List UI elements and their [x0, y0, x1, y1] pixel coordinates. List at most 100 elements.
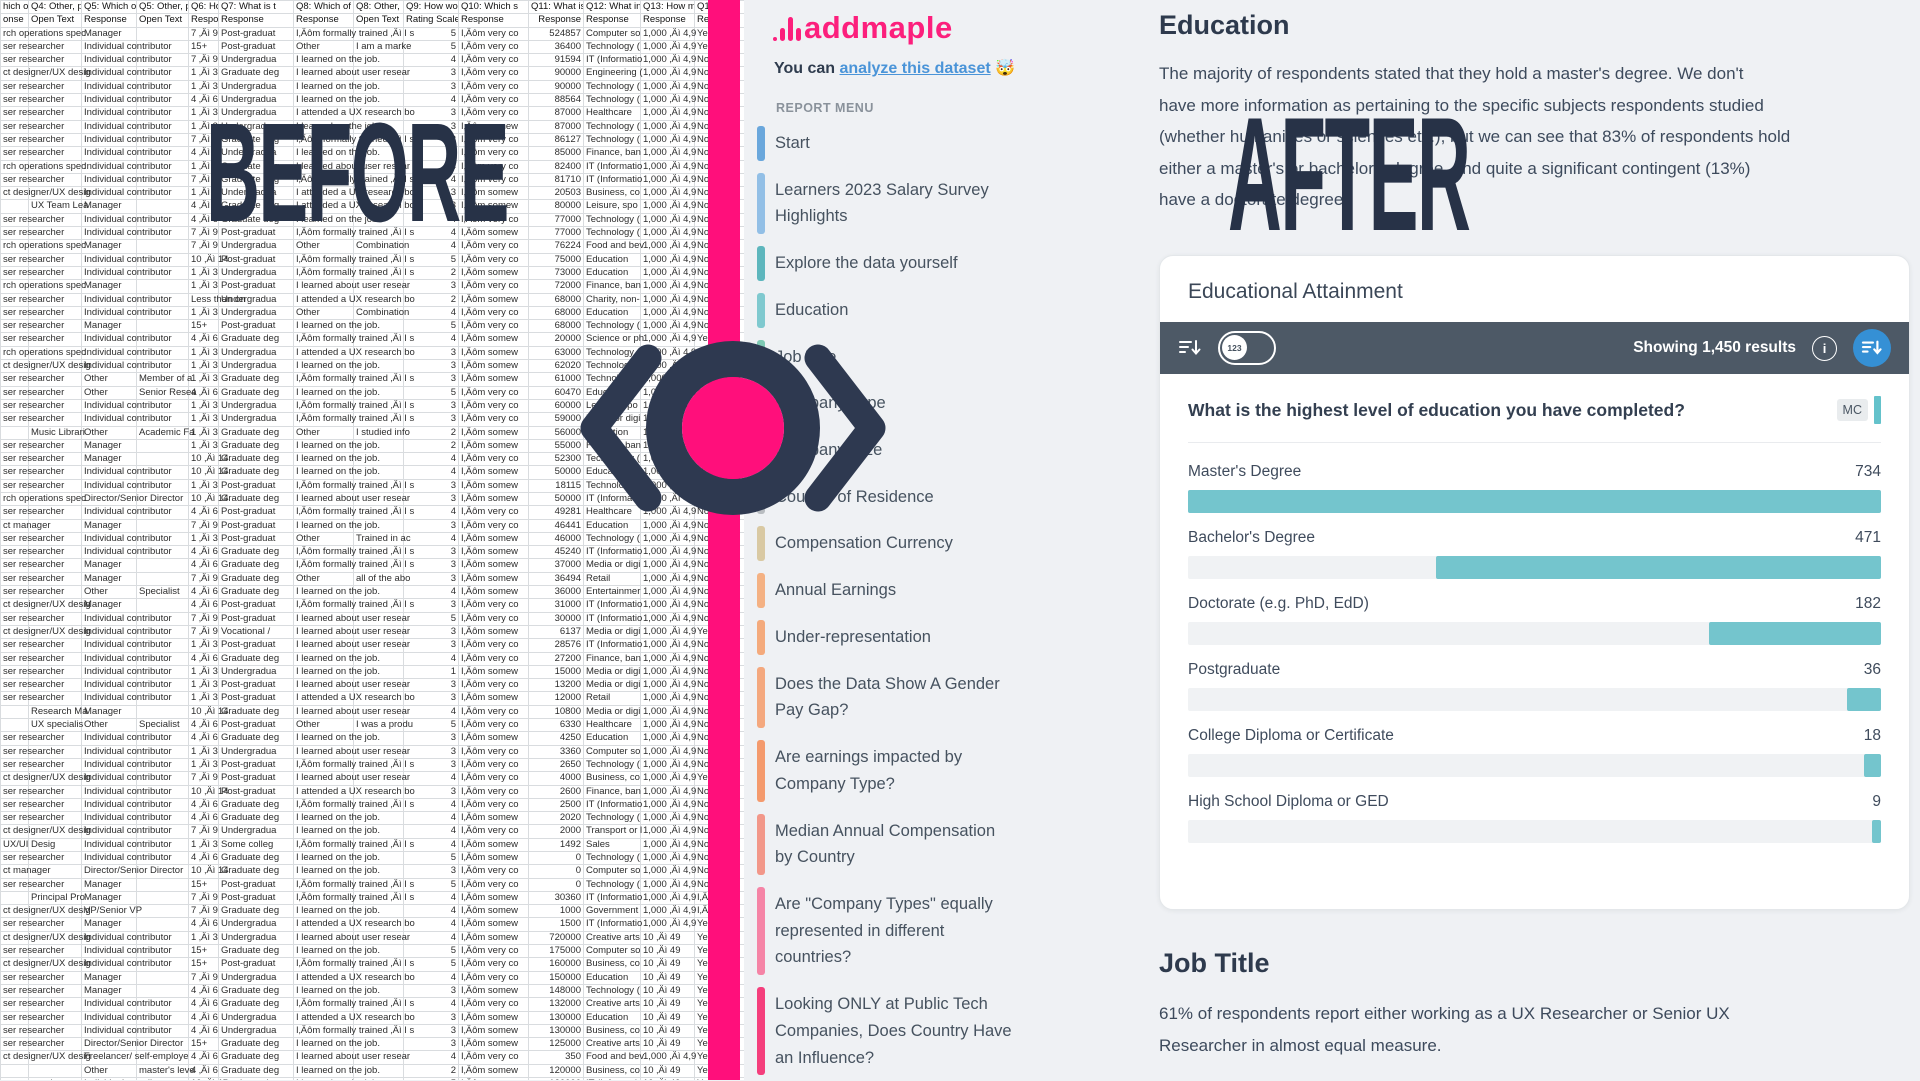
sheet-cell[interactable]: I‚Äôm formally trained ‚Äì I s: [293, 957, 414, 972]
sheet-cell[interactable]: 46000: [528, 531, 584, 547]
sheet-cell[interactable]: Manager: [81, 704, 137, 720]
sheet-cell[interactable]: 1 ‚Äì 3: [188, 438, 219, 454]
sheet-cell[interactable]: Individual contributor: [81, 172, 172, 188]
sheet-cell[interactable]: Undergradua: [218, 917, 294, 932]
sheet-cell[interactable]: ser researcher: [0, 1077, 64, 1080]
sheet-cell[interactable]: IT (Informatio: [583, 797, 642, 813]
sheet-cell[interactable]: Education: [583, 1010, 641, 1025]
sheet-cell[interactable]: 1,000 ‚Äì 4,9: [640, 106, 696, 121]
sheet-cell[interactable]: I‚Äôm formally trained ‚Äì I s: [293, 372, 414, 387]
sheet-cell[interactable]: Education: [583, 518, 641, 533]
sheet-cell[interactable]: Undergradua: [218, 186, 294, 201]
sheet-cell[interactable]: ser researcher: [0, 332, 64, 347]
sheet-cell[interactable]: 75000: [528, 252, 584, 267]
sheet-cell[interactable]: 160000: [528, 957, 584, 972]
sheet-cell[interactable]: [136, 877, 189, 892]
sheet-cell[interactable]: 4: [403, 1050, 459, 1065]
sheet-cell[interactable]: 1 ‚Äì 3: [188, 305, 219, 321]
sheet-cell[interactable]: Graduate deg: [218, 904, 294, 919]
sheet-cell[interactable]: I learned on the job.: [293, 212, 380, 228]
sheet-cell[interactable]: 15+: [188, 957, 219, 972]
sheet-cell[interactable]: I learned about user resear: [293, 624, 410, 640]
sheet-cell[interactable]: [136, 558, 189, 573]
sheet-cell[interactable]: 7 ‚Äì 9: [188, 904, 219, 919]
sheet-cell[interactable]: 1,000 ‚Äì 4,9: [640, 199, 696, 214]
sheet-cell[interactable]: 7 ‚Äì 9: [188, 611, 219, 626]
sheet-cell[interactable]: 2600: [528, 784, 584, 799]
sheet-cell[interactable]: Research Ma: [28, 704, 88, 720]
sheet-cell[interactable]: rch operations spec: [0, 239, 86, 254]
sheet-cell[interactable]: ser researcher: [0, 412, 64, 427]
sheet-cell[interactable]: ser researcher: [0, 319, 64, 334]
sheet-cell[interactable]: 3: [403, 66, 459, 81]
sheet-cell[interactable]: 3: [403, 359, 459, 374]
sheet-cell[interactable]: Computer so: [583, 26, 641, 41]
sheet-cell[interactable]: 36400: [528, 39, 584, 55]
sheet-cell[interactable]: I learned on the job.: [293, 850, 380, 866]
sheet-cell[interactable]: Business, co: [583, 1023, 641, 1039]
sheet-cell[interactable]: Engineering (: [583, 66, 643, 81]
sheet-cell[interactable]: I attended a UX research bo: [293, 292, 415, 307]
sheet-cell[interactable]: 1,000 ‚Äì 4,9: [640, 824, 696, 839]
sheet-cell[interactable]: 1,000 ‚Äì 4,9: [640, 904, 696, 919]
sheet-cell[interactable]: Manager: [81, 452, 137, 467]
sheet-cell[interactable]: 4 ‚Äì 6: [188, 558, 219, 573]
sheet-cell[interactable]: Undergradua: [218, 412, 294, 427]
sheet-cell[interactable]: 1,000 ‚Äì 4,9: [640, 186, 696, 201]
sheet-cell[interactable]: I‚Äôm very co: [458, 305, 529, 321]
sheet-cell[interactable]: 1 ‚Äì 3: [188, 691, 219, 706]
sheet-cell[interactable]: 3: [403, 731, 459, 746]
sheet-cell[interactable]: I learned on the job.: [293, 452, 380, 467]
sheet-cell[interactable]: Post-graduat: [218, 478, 294, 493]
sheet-cell[interactable]: IT (Informatio: [583, 611, 642, 626]
sheet-cell[interactable]: I‚Äôm very co: [458, 970, 529, 985]
sheet-cell[interactable]: 1,000 ‚Äì 4,9: [640, 651, 696, 666]
chart-row[interactable]: College Diploma or Certificate 18: [1188, 727, 1881, 777]
sheet-cell[interactable]: Manager: [81, 890, 137, 906]
sheet-cell[interactable]: Manager: [81, 917, 137, 932]
sheet-cell[interactable]: I learned on the job.: [293, 944, 380, 959]
sheet-cell[interactable]: I‚Äôm very co: [458, 93, 529, 108]
sheet-cell[interactable]: Post-graduat: [218, 890, 294, 906]
sheet-cell[interactable]: 7 ‚Äì 9: [188, 26, 219, 41]
sheet-cell[interactable]: 7 ‚Äì 9: [188, 172, 219, 188]
chart-row[interactable]: Postgraduate 36: [1188, 661, 1881, 711]
sheet-cell[interactable]: Post-graduat: [218, 598, 294, 613]
sheet-cell[interactable]: Individual contributor: [81, 930, 172, 946]
sheet-cell[interactable]: 1,000 ‚Äì 4,9: [640, 39, 696, 55]
sheet-cell[interactable]: Post-graduat: [218, 957, 294, 972]
sheet-cell[interactable]: 7 ‚Äì 9: [188, 53, 219, 68]
sheet-cell[interactable]: Individual contributor: [81, 624, 172, 640]
sheet-header-cell[interactable]: Q11: What is: [528, 0, 584, 15]
sheet-cell[interactable]: I learned about user resear: [293, 159, 410, 174]
sheet-header-cell[interactable]: Q5: Which of: [81, 0, 137, 15]
sheet-cell[interactable]: 10800: [528, 704, 584, 720]
sheet-cell[interactable]: 4: [403, 53, 459, 68]
sheet-cell[interactable]: 20000: [528, 332, 584, 347]
sheet-cell[interactable]: Manager: [81, 983, 137, 999]
sheet-cell[interactable]: Individual contributor: [81, 465, 172, 480]
sheet-cell[interactable]: Academic Fa: [136, 425, 194, 440]
sheet-cell[interactable]: Individual contributor: [81, 146, 172, 161]
sheet-cell[interactable]: Individual contributor: [81, 784, 172, 799]
sheet-cell[interactable]: Freelancer/ self-employe: [81, 1050, 189, 1065]
sheet-cell[interactable]: Trained in ac: [353, 531, 411, 547]
sheet-cell[interactable]: Individual contributor: [81, 850, 172, 866]
sheet-cell[interactable]: ct designer/UX desig: [0, 771, 91, 786]
sheet-cell[interactable]: Graduate deg: [218, 704, 294, 720]
sheet-cell[interactable]: ser researcher: [0, 106, 64, 121]
sheet-cell[interactable]: I‚Äôm formally trained ‚Äì I s: [293, 132, 414, 148]
sheet-cell[interactable]: Individual contributor: [81, 811, 172, 826]
sheet-cell[interactable]: ser researcher: [0, 784, 64, 799]
sheet-cell[interactable]: Graduate deg: [218, 731, 294, 746]
sheet-cell[interactable]: 524857: [528, 26, 584, 41]
sheet-cell[interactable]: I‚Äôm somew: [458, 226, 529, 241]
sheet-cell[interactable]: 31000: [528, 598, 584, 613]
sheet-cell[interactable]: Undergradua: [218, 292, 294, 307]
sheet-cell[interactable]: Technology (: [583, 531, 641, 547]
sheet-cell[interactable]: 5: [403, 385, 459, 400]
sheet-cell[interactable]: I was a produ: [353, 718, 413, 733]
sheet-cell[interactable]: Graduate deg: [218, 438, 294, 454]
sheet-cell[interactable]: Business, co: [583, 186, 641, 201]
sheet-cell[interactable]: 1 ‚Äì 3: [188, 678, 219, 693]
